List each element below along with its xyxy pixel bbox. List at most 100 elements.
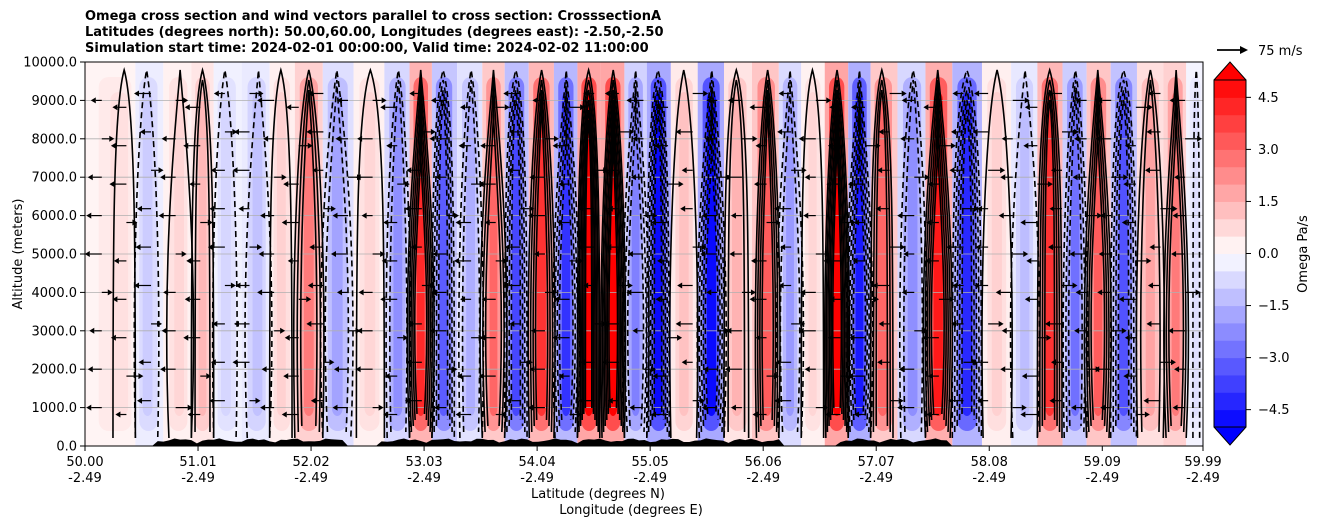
- wind-vector: [509, 320, 521, 327]
- wind-vector-head: [730, 404, 736, 411]
- contour-line-positive: [828, 99, 846, 421]
- wind-vector-head: [826, 97, 832, 104]
- wind-vector: [951, 320, 964, 327]
- wind-vector-head: [357, 327, 363, 334]
- wind-vector: [569, 104, 586, 111]
- colorbar-band: [1214, 392, 1246, 411]
- wind-vector-head: [632, 327, 638, 334]
- wind-vector: [826, 181, 841, 188]
- wind-vector-head: [878, 320, 884, 327]
- contour-line-positive: [268, 67, 293, 439]
- contour-line-positive: [604, 99, 622, 421]
- contour-line-positive: [727, 79, 746, 433]
- wind-vector: [854, 411, 866, 418]
- wind-vector-head: [184, 104, 190, 111]
- wind-vector-head: [212, 320, 218, 327]
- wind-vector-head: [1146, 320, 1152, 327]
- wind-vector-head: [1197, 135, 1203, 142]
- wind-vector: [706, 289, 718, 296]
- wind-vector-head: [607, 205, 613, 212]
- wind-vector: [495, 257, 509, 264]
- contour-line-positive: [579, 89, 598, 427]
- wind-vector: [307, 90, 324, 97]
- wind-vector: [307, 282, 324, 289]
- wind-vector: [183, 142, 201, 149]
- wind-vector: [1020, 219, 1038, 226]
- wind-vector-head: [286, 104, 292, 111]
- wind-vector-head: [187, 411, 193, 418]
- wind-vector-head: [1001, 135, 1007, 142]
- contour-line-negative: [953, 77, 980, 433]
- wind-vector-head: [404, 205, 410, 212]
- wind-vector: [1135, 411, 1150, 418]
- wind-vector: [724, 366, 742, 373]
- wind-vector-head: [238, 205, 244, 212]
- wind-vector: [1069, 251, 1087, 257]
- wind-vector: [357, 327, 373, 334]
- wind-vector: [151, 320, 163, 327]
- wind-vector-head: [307, 142, 313, 149]
- wind-vector: [429, 135, 447, 142]
- wind-vector: [606, 244, 619, 251]
- wind-vector-head: [89, 327, 95, 334]
- wind-vector: [701, 404, 718, 411]
- wind-vector-head: [677, 334, 683, 341]
- wind-vector-head: [1172, 404, 1178, 411]
- wind-vector: [1023, 142, 1038, 149]
- wind-vector-head: [681, 167, 687, 174]
- wind-vector: [200, 219, 213, 226]
- y-tick-label: 9000.0: [32, 94, 78, 109]
- wind-vector-head: [189, 181, 195, 188]
- wind-vector: [1111, 327, 1127, 334]
- chart-title-line-3: Simulation start time: 2024-02-01 00:00:…: [85, 41, 649, 56]
- wind-vector-head: [86, 404, 92, 411]
- wind-vector: [478, 181, 496, 188]
- wind-vector: [506, 397, 521, 404]
- wind-vector-head: [552, 289, 558, 296]
- wind-vector: [386, 142, 398, 149]
- wind-vector-head: [333, 366, 339, 373]
- wind-vector-head: [1000, 366, 1006, 373]
- wind-vector: [1050, 167, 1062, 174]
- wind-vector-head: [774, 397, 780, 404]
- wind-vector-head: [775, 359, 781, 366]
- wind-vector-head: [260, 212, 266, 219]
- y-tick-label: 3000.0: [32, 324, 78, 339]
- wind-vector: [383, 411, 398, 418]
- wind-vector-head: [158, 212, 164, 219]
- wind-vector: [358, 289, 373, 296]
- wind-vector: [1097, 289, 1112, 296]
- wind-vector: [680, 205, 693, 212]
- contour-line-positive: [800, 67, 825, 439]
- wind-vector: [332, 404, 348, 411]
- contour-line-negative: [645, 67, 670, 439]
- contour-line-positive: [292, 69, 325, 439]
- wind-vector-head: [460, 296, 466, 303]
- wind-vector-head: [336, 97, 342, 104]
- wind-vector-head: [161, 327, 167, 334]
- wind-vector-head: [383, 411, 389, 418]
- colorbar-band: [1214, 322, 1246, 341]
- wind-vector: [309, 244, 324, 251]
- wind-vector: [435, 174, 447, 181]
- x-tick-label-longitude: -2.49: [633, 471, 667, 486]
- contour-line-negative: [385, 69, 412, 439]
- wind-vector: [312, 167, 324, 174]
- wind-vector: [478, 373, 496, 380]
- contour-line-positive: [606, 109, 620, 415]
- wind-vector: [421, 128, 436, 135]
- wind-vector-head: [824, 411, 830, 418]
- wind-vector-head: [404, 181, 410, 188]
- wind-vector-head: [135, 244, 141, 251]
- wind-vector: [900, 135, 915, 142]
- wind-vector: [1171, 251, 1186, 257]
- wind-vector-head: [926, 411, 932, 418]
- wind-vector-head: [1074, 327, 1080, 334]
- wind-vector: [1072, 174, 1087, 181]
- wind-vector-head: [627, 251, 633, 257]
- wind-vector: [1143, 397, 1161, 404]
- wind-vector-head: [948, 397, 954, 404]
- chart-title-line-2: Latitudes (degrees north): 50.00,60.00, …: [85, 25, 664, 40]
- wind-vector: [186, 257, 201, 264]
- contour-line-positive: [527, 69, 556, 439]
